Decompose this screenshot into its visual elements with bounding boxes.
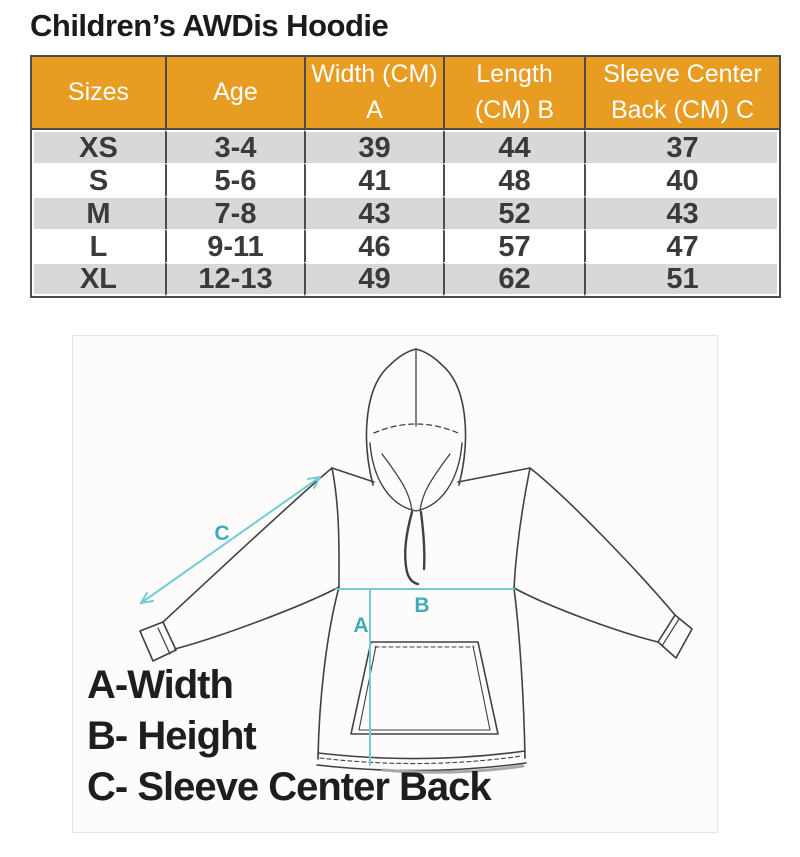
- hem-stitch-dashed: [319, 755, 523, 765]
- legend-sleeve: C- Sleeve Center Back: [87, 764, 492, 809]
- table-cell: 51: [584, 262, 779, 296]
- measure-line-c: [140, 476, 321, 604]
- header-width: Width (CM) A: [304, 57, 443, 130]
- table-cell: 52: [443, 196, 584, 229]
- measurement-lines: [140, 476, 515, 766]
- header-length: Length (CM) B: [443, 57, 584, 130]
- table-cell: XL: [32, 262, 165, 296]
- table-row: XL 12-13 49 62 51: [32, 262, 779, 296]
- cuff-right: [657, 614, 693, 659]
- arrowhead-up-icon: [307, 476, 321, 489]
- table-cell: 49: [304, 262, 443, 296]
- size-table-body: XS 3-4 39 44 37 S 5-6 41 48 40 M 7-8 43 52 43 L 9-11 46 57…: [32, 130, 779, 296]
- table-cell: 37: [584, 130, 779, 163]
- measurement-legend: A-Width B- Height C- Sleeve Center Back: [87, 660, 492, 812]
- drawstring-right: [419, 510, 426, 571]
- hood-seam-dashed: [373, 423, 459, 434]
- header-sleeve: Sleeve Center Back (CM) C: [584, 57, 779, 130]
- legend-height: B- Height: [87, 713, 257, 758]
- legend-width: A-Width: [87, 663, 234, 707]
- table-cell: 48: [443, 163, 584, 196]
- size-table-header: Sizes Age Width (CM) A Length (CM) B Sle…: [32, 57, 779, 130]
- table-cell: 47: [584, 229, 779, 262]
- arrowhead-down-icon: [140, 592, 154, 604]
- table-cell: 39: [304, 130, 443, 163]
- table-cell: 3-4: [165, 130, 304, 163]
- table-cell: 40: [584, 163, 779, 196]
- table-row: M 7-8 43 52 43: [32, 196, 779, 229]
- table-cell: XS: [32, 130, 165, 163]
- table-cell: 5-6: [165, 163, 304, 196]
- table-cell: 46: [304, 229, 443, 262]
- size-table: Sizes Age Width (CM) A Length (CM) B Sle…: [30, 55, 781, 298]
- hoodie-diagram-box: A B C A-Width B- Height C- Sleeve Center…: [72, 335, 718, 833]
- measure-label-b: B: [414, 594, 429, 617]
- table-cell: 12-13: [165, 262, 304, 296]
- pocket: [350, 641, 499, 735]
- hoodie-diagram: A B C: [139, 348, 693, 774]
- header-sizes: Sizes: [32, 57, 165, 130]
- hoodie-outline: [139, 348, 693, 774]
- measure-label-c: C: [214, 522, 229, 545]
- table-cell: 7-8: [165, 196, 304, 229]
- drawstring-left: [404, 510, 420, 586]
- header-age: Age: [165, 57, 304, 130]
- table-cell: M: [32, 196, 165, 229]
- table-cell: 43: [304, 196, 443, 229]
- table-cell: 43: [584, 196, 779, 229]
- table-cell: 57: [443, 229, 584, 262]
- table-cell: 62: [443, 262, 584, 296]
- table-cell: 44: [443, 130, 584, 163]
- table-row: L 9-11 46 57 47: [32, 229, 779, 262]
- table-cell: S: [32, 163, 165, 196]
- table-row: S 5-6 41 48 40: [32, 163, 779, 196]
- page-title: Children’s AWDis Hoodie: [30, 8, 389, 43]
- table-cell: 41: [304, 163, 443, 196]
- table-cell: L: [32, 229, 165, 262]
- cuff-left: [139, 621, 177, 662]
- table-row: XS 3-4 39 44 37: [32, 130, 779, 163]
- table-cell: 9-11: [165, 229, 304, 262]
- measure-label-a: A: [353, 614, 368, 637]
